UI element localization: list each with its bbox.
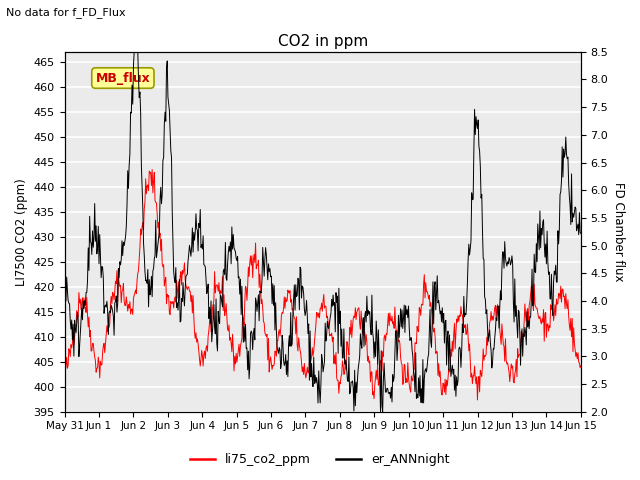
- Y-axis label: FD Chamber flux: FD Chamber flux: [612, 182, 625, 281]
- Legend: li75_co2_ppm, er_ANNnight: li75_co2_ppm, er_ANNnight: [186, 448, 454, 471]
- Text: MB_flux: MB_flux: [95, 72, 150, 84]
- Title: CO2 in ppm: CO2 in ppm: [278, 34, 368, 49]
- Y-axis label: LI7500 CO2 (ppm): LI7500 CO2 (ppm): [15, 178, 28, 286]
- Text: No data for f_FD_Flux: No data for f_FD_Flux: [6, 7, 126, 18]
